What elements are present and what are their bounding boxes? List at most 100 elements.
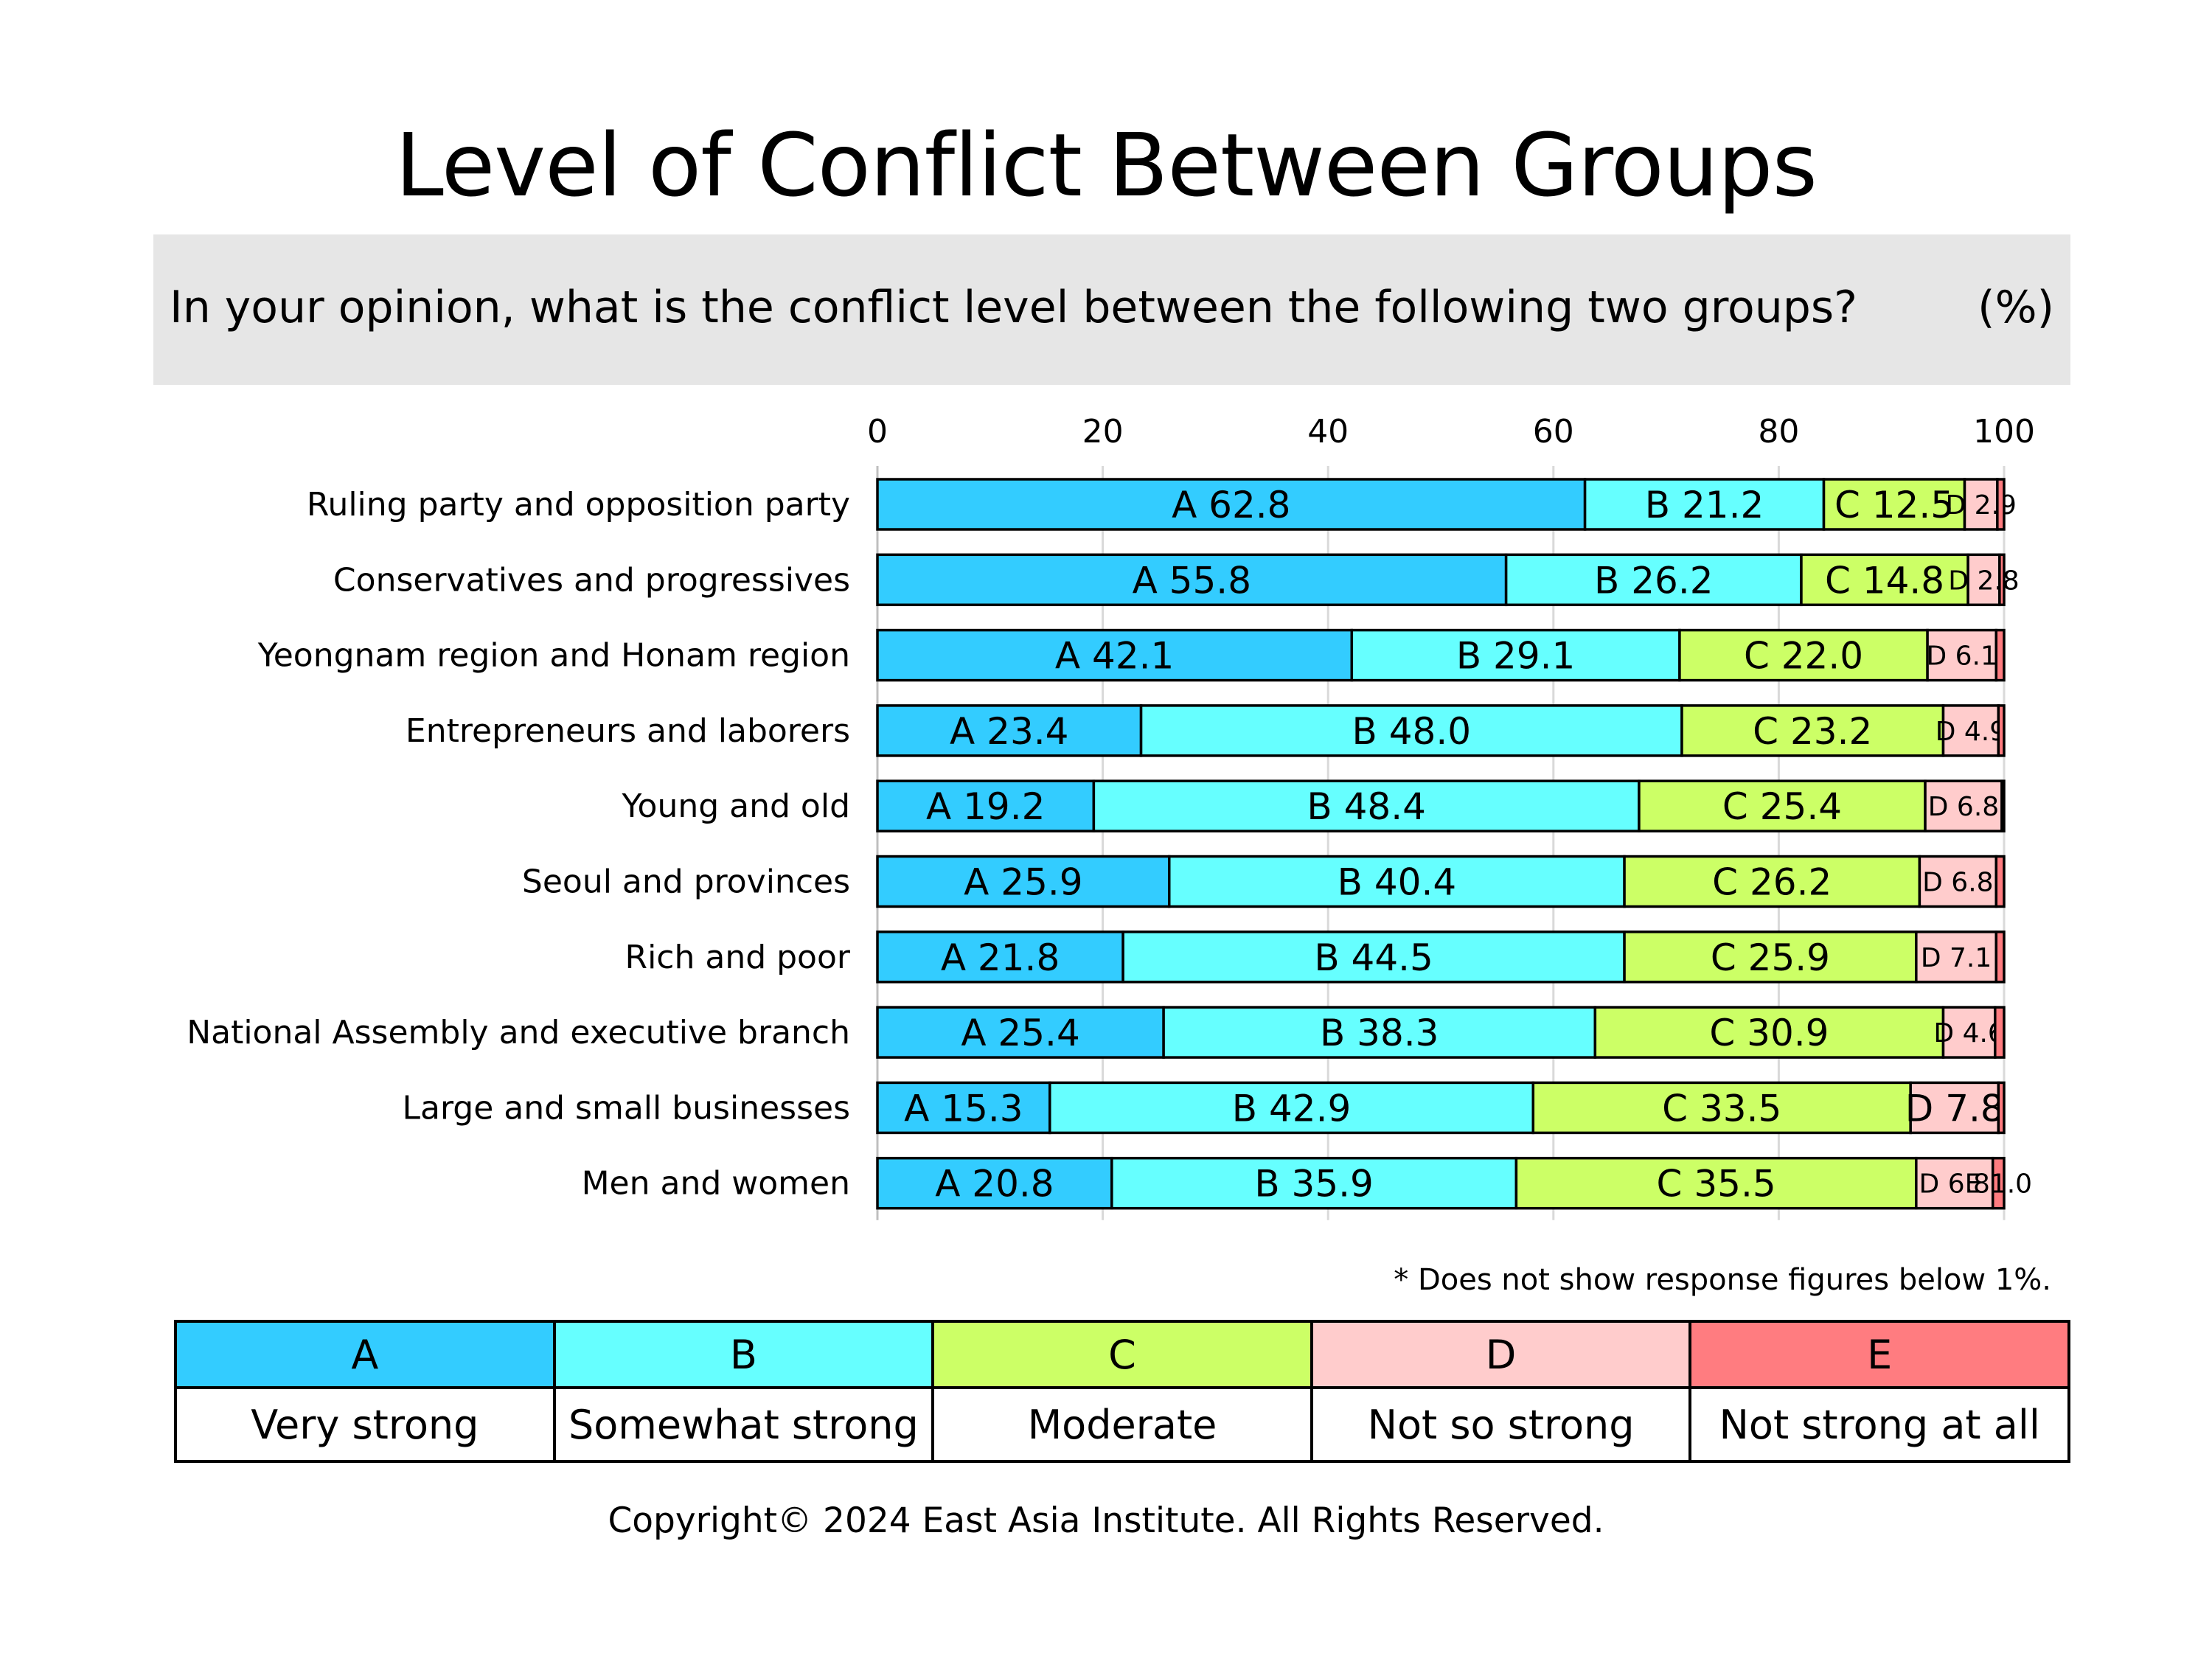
category-label: National Assembly and executive branch xyxy=(187,1014,850,1051)
data-label: B 38.3 xyxy=(1320,1012,1439,1054)
data-label: D 2.8 xyxy=(1948,566,2019,596)
data-label: A 25.4 xyxy=(961,1012,1079,1054)
bar-segment-a xyxy=(876,855,1171,908)
bar-segment-a xyxy=(876,1081,1051,1135)
data-label: D 6.8 xyxy=(1919,1169,1990,1200)
data-label: D 4.6 xyxy=(1933,1018,2004,1048)
legend-code-d: D xyxy=(1310,1320,1692,1389)
data-label: A 42.1 xyxy=(1055,635,1174,678)
data-label: B 48.0 xyxy=(1352,710,1472,753)
bar-segment-c xyxy=(1822,478,1966,531)
data-label: C 23.2 xyxy=(1753,710,1872,753)
category-label: Entrepreneurs and laborers xyxy=(406,712,850,750)
bar-segment-c xyxy=(1800,553,1969,607)
legend-code-e: E xyxy=(1688,1320,2070,1389)
data-label: D 7.1 xyxy=(1921,943,1992,973)
x-tick-label: 60 xyxy=(1533,413,1574,451)
data-label: A 19.2 xyxy=(926,785,1045,828)
data-label: C 25.4 xyxy=(1722,785,1842,828)
data-label: A 55.8 xyxy=(1133,559,1251,602)
category-label: Ruling party and opposition party xyxy=(307,486,850,524)
data-label: C 35.5 xyxy=(1657,1163,1776,1206)
data-label: C 25.9 xyxy=(1711,936,1830,979)
data-label: D 6.1 xyxy=(1926,641,1997,672)
data-label: D 6.8 xyxy=(1928,792,1999,822)
bar-segment-b xyxy=(1350,628,1681,682)
category-label: Rich and poor xyxy=(625,939,851,976)
data-label: C 14.8 xyxy=(1825,559,1944,602)
bar-segment-c xyxy=(1623,855,1921,908)
bar-segment-d xyxy=(1941,1006,1997,1059)
data-label: B 44.5 xyxy=(1314,936,1433,979)
chart-title: Level of Conflict Between Groups xyxy=(395,114,1818,216)
stacked-bar-chart: 0 20 40 60 80 100 Ruling party and opposition… xyxy=(187,413,2035,1220)
bar-segment-a xyxy=(876,628,1354,682)
bar-segment-c xyxy=(1678,628,1929,682)
legend-label-c: Moderate xyxy=(931,1386,1313,1463)
data-label: A 23.4 xyxy=(950,710,1068,753)
legend-label-d: Not so strong xyxy=(1310,1386,1692,1463)
footnote: * Does not show response figures below 1… xyxy=(1394,1263,2051,1297)
data-label: C 12.5 xyxy=(1834,484,1954,526)
bar-segment-d xyxy=(1918,855,1998,908)
data-label: A 25.9 xyxy=(964,861,1082,904)
bar-segment-d xyxy=(1966,553,2001,607)
x-tick-label: 0 xyxy=(867,413,888,451)
data-label: D 4.9 xyxy=(1935,717,2006,747)
bar-segment-b xyxy=(1583,478,1826,531)
category-label: Conservatives and progressives xyxy=(333,561,850,599)
data-label: D 6.8 xyxy=(1922,867,1993,897)
bar-segment-a xyxy=(876,1006,1165,1059)
legend-codes-row: A B C D E xyxy=(174,1320,2070,1389)
bar-segment-e xyxy=(1994,628,2006,682)
bar-segment-d xyxy=(1924,779,2003,832)
x-tick-label: 100 xyxy=(1973,413,2035,451)
question-text: In your opinion, what is the conflict le… xyxy=(170,282,1857,333)
legend-label-a: Very strong xyxy=(174,1386,556,1463)
x-tick-label: 20 xyxy=(1082,413,1124,451)
bar-segment-e xyxy=(1998,553,2006,607)
data-label: B 26.2 xyxy=(1594,559,1714,602)
data-label: C 26.2 xyxy=(1712,861,1832,904)
bars: A 62.8 B 21.2 C 12.5D 2.9 A 55.8 B 26.2 C 14.… xyxy=(876,478,2032,1210)
bar-segment-b xyxy=(1121,931,1626,984)
data-label: B 42.9 xyxy=(1232,1087,1352,1130)
bar-segment-b xyxy=(1139,704,1683,757)
data-label: D 7.8 xyxy=(1905,1087,2004,1130)
bar-segment-e xyxy=(1994,855,2006,908)
data-label: A 21.8 xyxy=(941,936,1060,979)
data-label: B 35.9 xyxy=(1254,1163,1374,1206)
bar-segment-e xyxy=(1996,478,2006,531)
legend-labels-row: Very strong Somewhat strong Moderate Not… xyxy=(174,1386,2070,1463)
legend-table: A B C D E Very strong Somewhat strong Mo… xyxy=(174,1320,2070,1463)
bar-segment-e xyxy=(1994,1006,2006,1059)
data-label: C 22.0 xyxy=(1744,635,1863,678)
bar-segment-d xyxy=(1915,931,1998,984)
data-label: B 48.4 xyxy=(1307,785,1426,828)
bar-segment-c xyxy=(1623,931,1918,984)
category-label: Seoul and provinces xyxy=(522,863,850,901)
category-labels: Ruling party and opposition party Conserv… xyxy=(187,486,851,1203)
x-tick-label: 80 xyxy=(1758,413,1799,451)
legend-code-b: B xyxy=(552,1320,935,1389)
data-label: C 30.9 xyxy=(1709,1012,1829,1054)
legend-label-e: Not strong at all xyxy=(1688,1386,2070,1463)
data-label: B 40.4 xyxy=(1338,861,1457,904)
legend-code-c: C xyxy=(931,1320,1313,1389)
data-label: B 21.2 xyxy=(1645,484,1764,526)
question-banner: In your opinion, what is the conflict le… xyxy=(153,234,2070,385)
unit-label: (%) xyxy=(1978,282,2054,333)
bar-segment-a xyxy=(876,478,1587,531)
copyright: Copyright© 2024 East Asia Institute. All… xyxy=(608,1500,1604,1541)
bar-segment-d xyxy=(1909,1081,2000,1135)
bar-segment-b xyxy=(1162,1006,1597,1059)
bar-segment-e xyxy=(1994,931,2006,984)
bar-segment-a xyxy=(876,553,1508,607)
data-label: E 1.0 xyxy=(1965,1169,2032,1200)
bar-segment-d xyxy=(1915,1156,1994,1210)
data-label: B 29.1 xyxy=(1456,635,1576,678)
bar-segment-b xyxy=(1504,553,1803,607)
bar-segment-c xyxy=(1680,704,1945,757)
bar-segment-e xyxy=(1997,704,2006,757)
legend-label-b: Somewhat strong xyxy=(552,1386,935,1463)
